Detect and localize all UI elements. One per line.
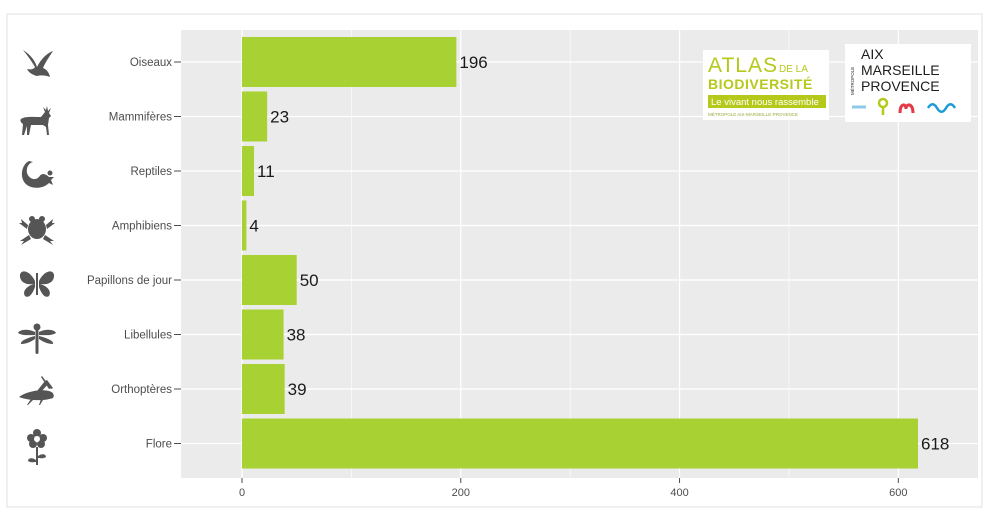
bar-value-label: 196 <box>459 53 487 72</box>
bar-value-label: 4 <box>249 217 258 236</box>
category-label: Amphibiens <box>112 221 172 233</box>
bar <box>242 418 918 469</box>
metropole-aix: AIX <box>861 46 884 62</box>
atlas-subtitle: BIODIVERSITÉ <box>708 76 813 92</box>
x-tick-label: 0 <box>239 487 245 499</box>
frog-icon <box>19 216 55 245</box>
atlas-de-la: DE LA <box>779 64 808 75</box>
bar-value-label: 618 <box>921 435 949 454</box>
metropole-arch-icon <box>898 103 915 114</box>
butterfly-icon <box>19 271 55 297</box>
category-label: Papillons de jour <box>87 275 172 287</box>
metropole-side-text: MÉTROPOLE <box>849 67 855 95</box>
bar-value-label: 11 <box>257 162 275 181</box>
lizard-icon <box>21 161 54 188</box>
dragonfly-icon <box>18 323 56 354</box>
bar <box>242 37 457 87</box>
grasshopper-icon <box>19 376 54 405</box>
atlas-footer: MÉTROPOLE AIX-MARSEILLE-PROVENCE <box>708 111 798 117</box>
category-icons <box>18 50 56 465</box>
metropole-logo: MÉTROPOLE AIX MARSEILLE PROVENCE <box>845 44 971 122</box>
bar-value-label: 50 <box>300 271 319 290</box>
atlas-title: ATLAS <box>708 54 778 77</box>
category-label: Libellules <box>124 330 172 342</box>
atlas-biodiversite-logo: ATLAS DE LA BIODIVERSITÉ Le vivant nous … <box>703 50 829 120</box>
bar <box>242 200 247 251</box>
bar <box>242 255 297 305</box>
bar-value-label: 23 <box>270 108 289 127</box>
category-label: Mammifères <box>109 112 173 124</box>
metropole-marseille: MARSEILLE <box>861 62 940 78</box>
category-label: Oiseaux <box>130 57 172 69</box>
bird-icon <box>23 50 53 77</box>
category-label: Flore <box>146 439 172 451</box>
x-tick-label: 200 <box>452 487 470 499</box>
bar <box>242 309 284 360</box>
x-tick-label: 600 <box>889 487 907 499</box>
bar <box>242 146 255 196</box>
bars <box>242 37 918 469</box>
category-axis: Oiseaux Mammifères Reptiles Amphibiens Papil… <box>87 57 181 451</box>
bar-value-label: 38 <box>287 326 306 345</box>
flower-icon <box>27 429 47 465</box>
x-tick-label: 400 <box>670 487 688 499</box>
bar-value-label: 39 <box>288 380 307 399</box>
atlas-logo-background <box>703 50 829 120</box>
x-axis: 0 200 400 600 <box>239 478 907 499</box>
category-label: Orthoptères <box>111 384 172 396</box>
atlas-tagline-band <box>708 95 826 108</box>
metropole-symbols <box>852 97 957 115</box>
metropole-provence: PROVENCE <box>861 78 940 94</box>
atlas-tagline: Le vivant nous rassemble <box>711 97 819 108</box>
metropole-logo-background <box>845 44 971 122</box>
data-labels: 196 23 11 4 50 38 39 618 <box>249 53 949 454</box>
bar <box>242 91 268 142</box>
category-label: Reptiles <box>130 166 172 178</box>
deer-icon <box>20 106 51 135</box>
bar <box>242 364 285 414</box>
metropole-wave-icon <box>926 103 957 113</box>
